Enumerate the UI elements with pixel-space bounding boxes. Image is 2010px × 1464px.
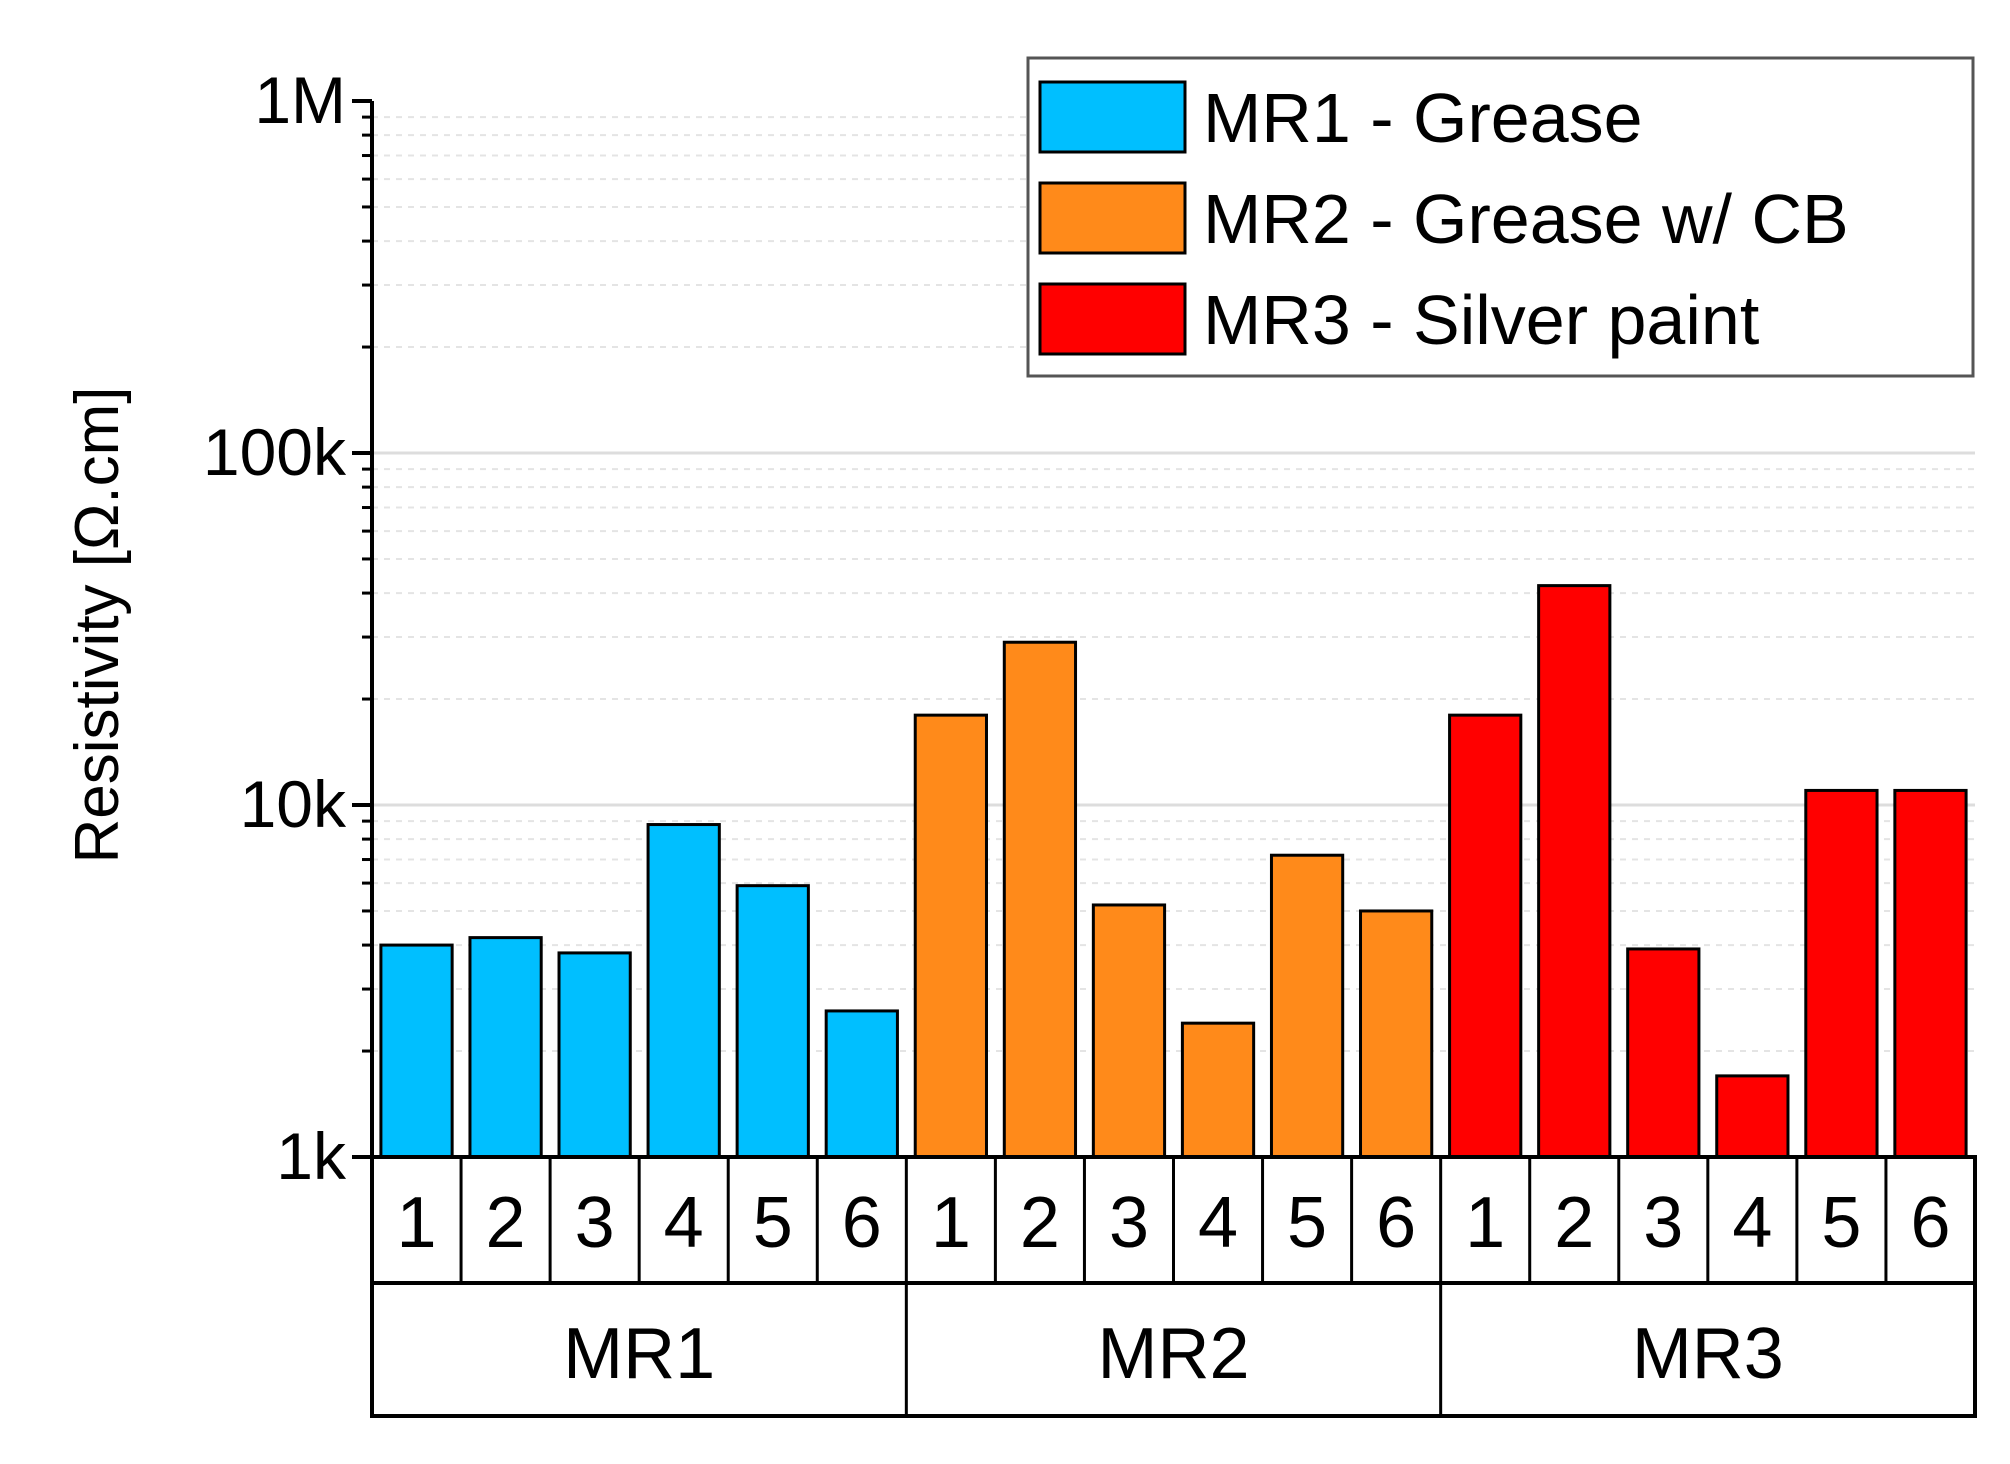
x-tick-label: 6 xyxy=(1376,1183,1416,1263)
x-tick-label: 4 xyxy=(1198,1183,1238,1263)
y-axis-label: Resistivity [Ω.cm] xyxy=(63,387,132,864)
y-axis: 1k 10k 100k 1M xyxy=(203,63,374,1193)
bar-mr2-5 xyxy=(1269,853,1345,1159)
bar-mr3-3 xyxy=(1626,947,1701,1159)
legend-swatch-mr2 xyxy=(1038,181,1187,255)
bars xyxy=(379,584,1968,1159)
bar-mr1-5 xyxy=(735,884,810,1159)
legend-label-mr1: MR1 - Grease xyxy=(1203,79,1643,157)
x-tick-label: 5 xyxy=(753,1183,793,1263)
x-tick-label: 6 xyxy=(1910,1183,1950,1263)
x-tick-label: 1 xyxy=(1465,1183,1505,1263)
x-tick-label: 3 xyxy=(1109,1183,1149,1263)
x-tick-label: 3 xyxy=(1643,1183,1683,1263)
x-tick-label: 4 xyxy=(1732,1183,1772,1263)
y-tick-label: 100k xyxy=(203,415,347,489)
bar-mr1-3 xyxy=(557,951,632,1159)
legend-label-mr2: MR2 - Grease w/ CB xyxy=(1203,180,1849,258)
bar-mr3-6 xyxy=(1893,788,1968,1159)
x-group-label: MR1 xyxy=(563,1314,715,1394)
x-tick-label: 1 xyxy=(931,1183,971,1263)
y-tick-label: 1M xyxy=(254,63,346,137)
bar-mr3-5 xyxy=(1804,788,1879,1159)
x-tick-label: 3 xyxy=(575,1183,615,1263)
x-tick-label: 6 xyxy=(842,1183,882,1263)
x-group-label: MR3 xyxy=(1632,1314,1784,1394)
y-tick-label: 1k xyxy=(276,1119,347,1193)
bar-mr3-4 xyxy=(1715,1074,1790,1159)
bar-mr2-2 xyxy=(1002,640,1078,1159)
bar-mr3-1 xyxy=(1448,713,1523,1159)
x-tick-label: 2 xyxy=(486,1183,526,1263)
legend: MR1 - Grease MR2 - Grease w/ CB MR3 - Silv… xyxy=(1026,56,1975,378)
bar-mr1-6 xyxy=(824,1009,899,1159)
x-tick-label: 5 xyxy=(1821,1183,1861,1263)
x-tick-label: 1 xyxy=(397,1183,437,1263)
x-tick-label: 2 xyxy=(1554,1183,1594,1263)
bar-mr2-3 xyxy=(1091,903,1167,1159)
bar-mr2-6 xyxy=(1359,909,1434,1159)
x-group-label: MR2 xyxy=(1097,1314,1249,1394)
x-tick-label: 5 xyxy=(1287,1183,1327,1263)
bar-mr2-4 xyxy=(1180,1021,1256,1159)
bar-mr1-4 xyxy=(646,823,721,1159)
x-tick-label: 2 xyxy=(1020,1183,1060,1263)
legend-label-mr3: MR3 - Silver paint xyxy=(1203,281,1759,359)
x-tick-label: 4 xyxy=(664,1183,704,1263)
legend-swatch-mr1 xyxy=(1038,80,1187,154)
y-tick-label: 10k xyxy=(240,767,347,841)
bar-mr1-2 xyxy=(468,936,543,1159)
bar-mr3-2 xyxy=(1537,584,1612,1159)
bar-mr2-1 xyxy=(913,713,988,1159)
bar-mr1-1 xyxy=(379,943,454,1159)
legend-swatch-mr3 xyxy=(1038,282,1187,356)
